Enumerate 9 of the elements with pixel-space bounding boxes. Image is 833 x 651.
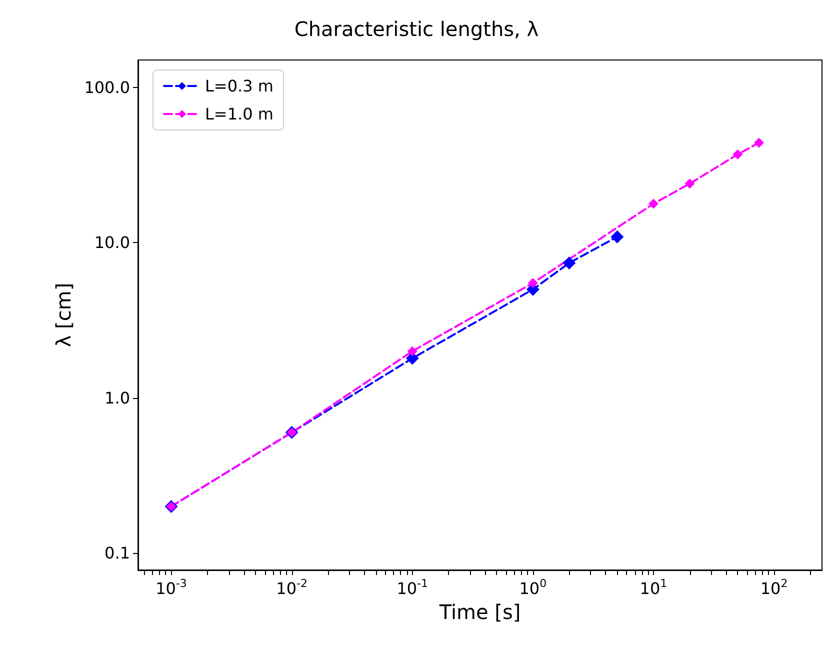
x-axis-title: Time [s]: [438, 600, 521, 624]
chart-title: Characteristic lengths, λ: [294, 17, 539, 41]
legend-label: L=0.3 m: [205, 76, 274, 96]
legend-label: L=1.0 m: [205, 104, 274, 124]
y-tick-label: 10.0: [94, 233, 130, 252]
y-axis-title: λ [cm]: [51, 282, 76, 348]
y-tick-label: 1.0: [104, 388, 130, 408]
y-tick-label: 100.0: [84, 78, 130, 97]
y-tick-label: 0.1: [104, 544, 130, 563]
